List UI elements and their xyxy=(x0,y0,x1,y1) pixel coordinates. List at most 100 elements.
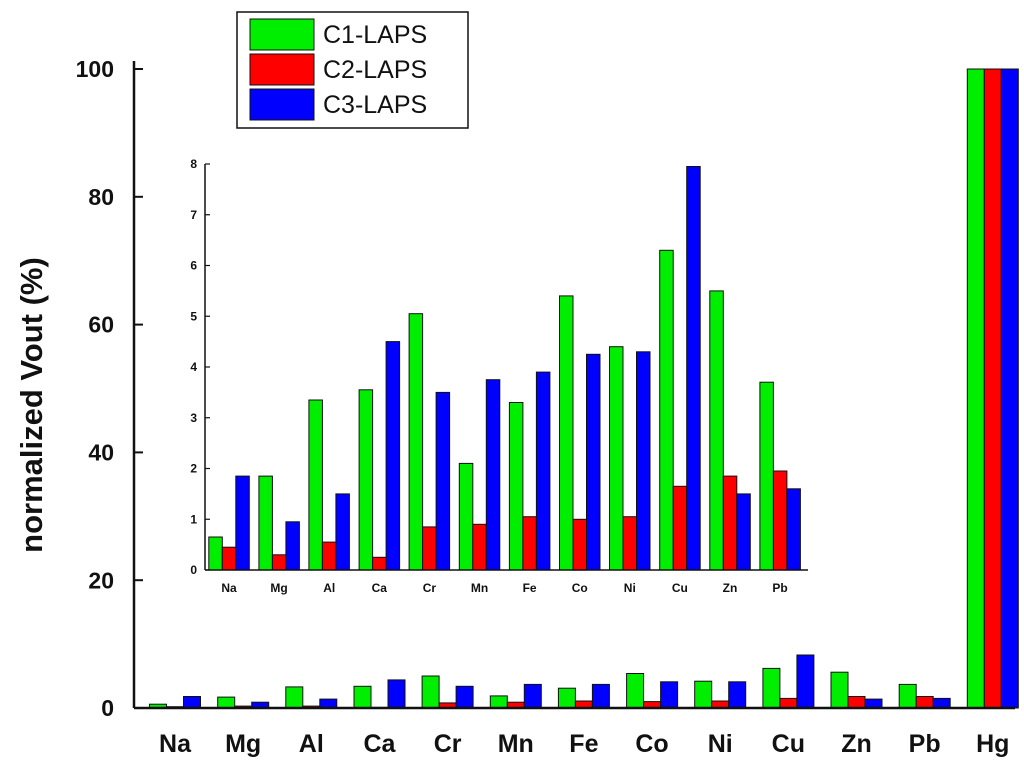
main-bar-zn-c2-laps xyxy=(847,696,866,709)
inset-x-tick-label: Mn xyxy=(471,581,488,595)
inset-bar-al-c1-laps xyxy=(308,399,323,571)
main-y-ticks: 0 20 40 60 80 100 xyxy=(76,56,143,721)
inset-x-tick-label: Ni xyxy=(624,581,636,595)
inset-bar-ni-c3-laps xyxy=(636,351,651,571)
main-bar-zn-c1-laps xyxy=(830,671,849,709)
legend: C1-LAPS C2-LAPS C3-LAPS xyxy=(236,11,469,129)
inset-x-tick-label: Ca xyxy=(372,581,388,595)
inset-y-tick-label: 4 xyxy=(190,360,197,374)
main-bar-al-c1-laps xyxy=(285,686,304,709)
legend-swatch-c1-laps xyxy=(249,18,315,51)
main-bar-ni-c1-laps xyxy=(694,680,713,709)
main-bar-ca-c1-laps xyxy=(353,685,372,709)
inset-x-tick-label: Mg xyxy=(270,581,287,595)
inset-x-tick-label: Fe xyxy=(523,581,537,595)
inset-y-tick-label: 0 xyxy=(190,563,197,577)
main-bar-pb-c3-laps xyxy=(932,697,951,709)
inset-bar-mn-c1-laps xyxy=(458,462,474,571)
inset-y-tick-label: 2 xyxy=(190,462,197,476)
main-bar-pb-c1-laps xyxy=(898,683,917,709)
main-bar-hg-c2-laps xyxy=(983,68,1002,709)
legend-swatch-c2-laps xyxy=(249,53,315,86)
inset-x-tick-label: Al xyxy=(323,581,335,595)
inset-x-ticks: Na Mg Al Ca Cr Mn Fe Co Ni Cu Zn Pb xyxy=(221,581,787,595)
main-bar-co-c3-laps xyxy=(660,681,679,709)
main-x-ticks: Na Mg Al Ca Cr Mn Fe Co Ni Cu Zn Pb Hg xyxy=(159,730,1009,758)
main-y-tick-label: 100 xyxy=(76,56,114,82)
inset-bar-mg-c2-laps xyxy=(271,554,287,571)
main-bar-cu-c3-laps xyxy=(796,654,815,709)
inset-bar-al-c2-laps xyxy=(321,541,337,571)
main-bar-cr-c1-laps xyxy=(421,675,440,709)
main-x-tick-label: Ca xyxy=(363,730,396,758)
legend-swatch-c3-laps xyxy=(249,88,315,121)
inset-bar-ca-c2-laps xyxy=(372,556,387,571)
main-bar-cr-c3-laps xyxy=(455,685,474,709)
inset-y-tick-label: 8 xyxy=(190,157,197,171)
inset-bar-pb-c2-laps xyxy=(772,470,788,571)
main-y-tick-label: 20 xyxy=(88,567,114,593)
inset-y-ticks: 0 1 2 3 4 5 6 7 8 xyxy=(190,157,210,577)
main-bar-na-c3-laps xyxy=(183,696,201,709)
main-x-tick-label: Cu xyxy=(772,730,805,758)
inset-y-tick-label: 7 xyxy=(190,208,197,222)
inset-bar-cu-c1-laps xyxy=(659,249,674,571)
inset-x-tick-label: Pb xyxy=(772,581,787,595)
main-bar-hg-c1-laps xyxy=(966,68,985,709)
inset-bar-mg-c3-laps xyxy=(285,521,300,571)
inset-bar-cu-c3-laps xyxy=(686,166,701,571)
main-bar-al-c3-laps xyxy=(319,698,338,709)
inset-bar-zn-c1-laps xyxy=(709,290,724,571)
main-x-tick-label: Al xyxy=(299,730,324,758)
inset-bar-zn-c3-laps xyxy=(736,493,751,571)
inset-y-tick-label: 1 xyxy=(190,512,197,526)
main-x-tick-label: Zn xyxy=(841,730,872,758)
main-bar-ca-c3-laps xyxy=(387,679,406,709)
inset-chart: 0 1 2 3 4 5 6 7 8 Na Mg Al Ca Cr Mn Fe Co Ni Cu Zn Pb xyxy=(190,157,808,595)
main-x-tick-label: Ni xyxy=(708,730,733,758)
inset-x-tick-label: Na xyxy=(221,581,237,595)
inset-bar-ni-c2-laps xyxy=(622,516,637,571)
inset-y-tick-label: 3 xyxy=(190,411,197,425)
inset-bar-al-c3-laps xyxy=(335,493,350,571)
inset-bar-cr-c2-laps xyxy=(422,526,437,571)
legend-label-c1-laps: C1-LAPS xyxy=(323,21,427,49)
main-x-tick-label: Co xyxy=(635,730,668,758)
legend-label-c3-laps: C3-LAPS xyxy=(323,91,427,119)
inset-bar-na-c1-laps xyxy=(208,536,223,571)
inset-bar-cr-c1-laps xyxy=(408,313,424,571)
main-x-tick-label: Fe xyxy=(569,730,598,758)
main-bar-zn-c3-laps xyxy=(864,698,883,709)
main-axes xyxy=(132,61,1015,710)
inset-x-tick-label: Cr xyxy=(423,581,437,595)
main-x-tick-label: Mn xyxy=(498,730,534,758)
inset-bars xyxy=(208,166,801,571)
legend-label-c2-laps: C2-LAPS xyxy=(323,56,427,84)
inset-bar-pb-c1-laps xyxy=(759,381,774,571)
main-bar-hg-c3-laps xyxy=(1000,68,1019,709)
inset-bar-ca-c1-laps xyxy=(358,389,374,571)
inset-bar-fe-c2-laps xyxy=(522,516,537,571)
main-x-tick-label: Pb xyxy=(909,730,941,758)
main-bar-fe-c3-laps xyxy=(591,683,610,709)
main-y-tick-label: 60 xyxy=(88,312,114,338)
inset-bar-ni-c1-laps xyxy=(609,346,624,571)
inset-bar-na-c2-laps xyxy=(221,546,237,571)
inset-bar-mn-c2-laps xyxy=(472,523,487,571)
main-bar-cu-c2-laps xyxy=(779,697,798,709)
inset-bar-fe-c1-laps xyxy=(508,402,524,571)
inset-bar-na-c3-laps xyxy=(235,475,250,571)
inset-x-tick-label: Cu xyxy=(672,581,688,595)
main-y-tick-label: 0 xyxy=(101,695,114,721)
main-bar-ni-c3-laps xyxy=(728,681,747,709)
main-y-tick-label: 40 xyxy=(88,439,114,465)
main-bar-mg-c1-laps xyxy=(217,696,236,709)
main-x-tick-label: Mg xyxy=(225,730,261,758)
main-x-tick-label: Cr xyxy=(434,730,462,758)
main-bar-mn-c3-laps xyxy=(523,683,542,709)
inset-bar-co-c2-laps xyxy=(572,518,587,571)
main-x-tick-label: Hg xyxy=(976,730,1009,758)
inset-bar-mg-c1-laps xyxy=(258,475,273,571)
